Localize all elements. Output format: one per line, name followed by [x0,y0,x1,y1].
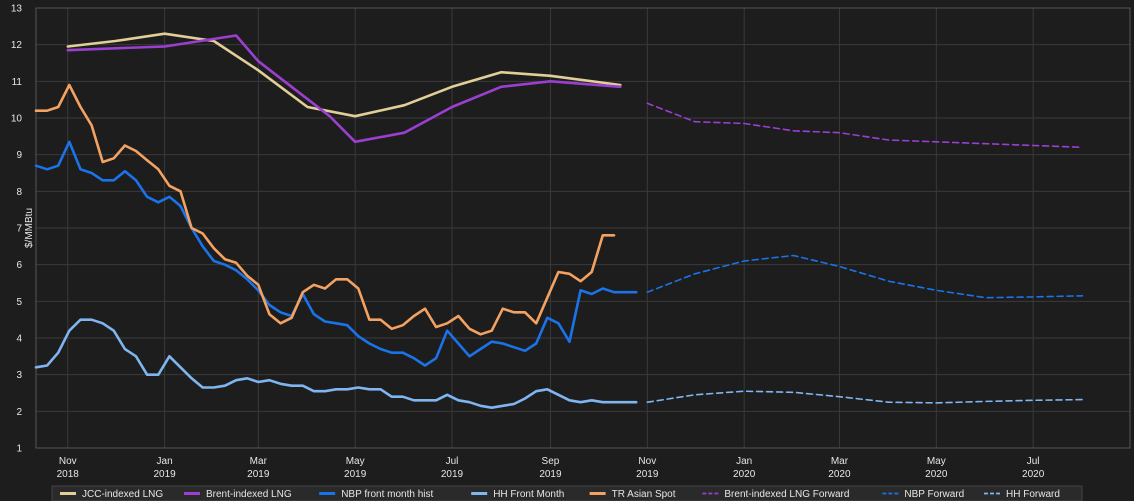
legend-label: HH Forward [1006,489,1060,500]
series-line [646,390,1084,404]
x-tick-label: 2019 [344,469,367,480]
x-tick-label: 2019 [153,469,176,480]
series-line [646,102,1084,149]
x-tick-label: 2020 [733,469,756,480]
y-tick-label: 3 [16,370,22,381]
y-tick-label: 12 [11,40,23,51]
y-tick-label: 6 [16,260,22,271]
y-tick-label: 11 [12,77,23,88]
x-tick-label: May [346,456,365,467]
y-axis-label: $/MMBtu [24,208,35,248]
series-line [66,34,622,144]
x-tick-label: Jan [157,456,173,467]
y-tick-label: 10 [11,114,23,125]
y-tick-label: 9 [16,150,22,161]
x-tick-label: 2020 [828,469,851,480]
y-tick-label: 2 [16,407,22,418]
legend-label: Brent-indexed LNG Forward [724,489,849,500]
x-tick-label: Mar [831,456,849,467]
series-line [34,140,638,367]
x-tick-label: Jan [736,456,752,467]
x-tick-label: 2019 [441,469,464,480]
x-tick-label: May [927,456,946,467]
legend-label: JCC-indexed LNG [82,489,163,500]
x-tick-label: Mar [250,456,268,467]
x-tick-label: Sep [542,456,560,467]
x-tick-label: 2020 [925,469,948,480]
x-tick-label: 2019 [247,469,270,480]
x-tick-label: Jul [1027,456,1040,467]
series-line [34,318,638,410]
series-line [34,83,616,336]
y-tick-label: 7 [16,224,22,235]
x-tick-label: Nov [59,456,77,467]
x-tick-label: 2019 [539,469,562,480]
x-tick-label: 2018 [57,469,80,480]
x-tick-label: Nov [638,456,656,467]
x-tick-label: 2019 [636,469,659,480]
plot-border [35,7,1131,449]
y-tick-label: 8 [16,187,22,198]
legend-label: NBP front month hist [341,489,433,500]
legend-label: NBP Forward [904,489,964,500]
y-tick-label: 5 [16,297,22,308]
legend-label: HH Front Month [493,489,564,500]
series-line [66,32,622,118]
legend [51,485,1083,501]
series-line [646,254,1084,299]
x-tick-label: Jul [446,456,459,467]
y-tick-label: 13 [11,4,23,15]
legend-label: TR Asian Spot [612,489,676,500]
legend-label: Brent-indexed LNG [206,489,292,500]
y-tick-label: 4 [16,334,22,345]
y-tick-label: 1 [16,444,22,455]
x-tick-label: 2020 [1022,469,1045,480]
